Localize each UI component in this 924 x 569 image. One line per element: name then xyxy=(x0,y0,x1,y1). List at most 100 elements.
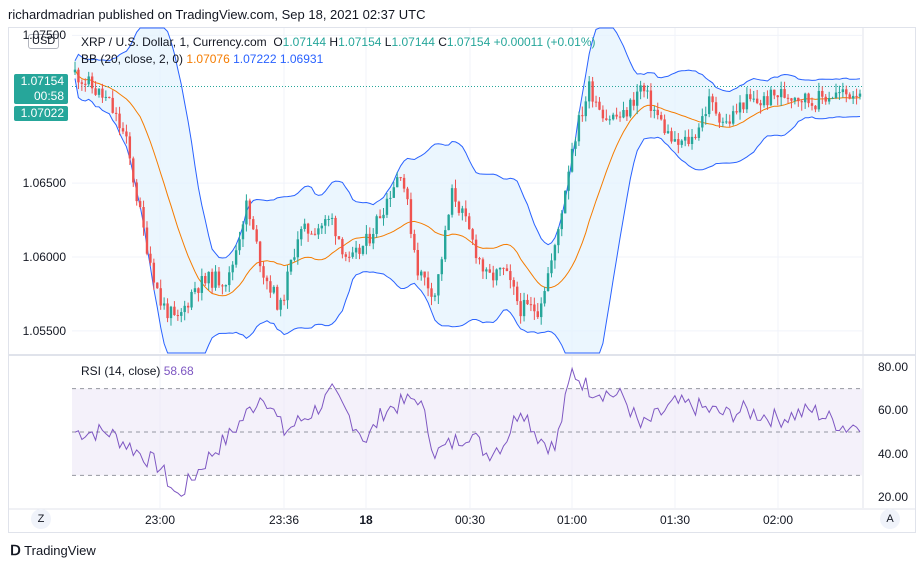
price-tick-label: 1.05500 xyxy=(22,323,66,338)
candle-body xyxy=(622,110,625,118)
bb-basis-line xyxy=(74,69,861,297)
rsi-tick-label: 60.00 xyxy=(877,403,908,418)
rsi-label: RSI (14, close) xyxy=(81,364,161,378)
candle xyxy=(87,71,90,87)
rsi-legend[interactable]: RSI (14, close) 58.68 xyxy=(81,364,194,378)
candle xyxy=(166,298,169,323)
candle xyxy=(745,87,749,114)
candle-body xyxy=(234,250,238,265)
candle-body xyxy=(176,315,180,317)
candle xyxy=(372,228,375,250)
candle xyxy=(289,259,293,275)
candle-body xyxy=(783,89,786,98)
candle-body xyxy=(635,91,639,106)
candle-body xyxy=(114,112,118,114)
candle-body xyxy=(831,97,834,99)
candle-body xyxy=(632,99,635,106)
candle-body xyxy=(269,281,272,293)
candle xyxy=(368,227,372,247)
candle xyxy=(402,174,406,193)
candle-body xyxy=(697,127,701,138)
candle xyxy=(180,308,183,323)
candle-body xyxy=(392,187,395,198)
candle-body xyxy=(262,266,265,278)
candle-body xyxy=(563,190,567,214)
symbol-title[interactable]: XRP / U.S. Dollar, 1, Currency.com xyxy=(81,35,267,49)
candle-body xyxy=(313,233,317,235)
candle xyxy=(265,275,269,290)
candle-body xyxy=(365,233,368,246)
candle xyxy=(272,285,276,295)
candle-body xyxy=(845,89,848,95)
candle-body xyxy=(375,216,378,234)
candle-body xyxy=(111,97,114,113)
candle xyxy=(186,302,190,314)
candle xyxy=(495,268,498,286)
candle xyxy=(725,113,728,124)
candle xyxy=(677,133,680,154)
candle xyxy=(358,243,361,260)
candle-body xyxy=(149,253,152,263)
candle-body xyxy=(406,188,409,200)
candle-body xyxy=(629,99,632,117)
bb-legend[interactable]: BB (20, close, 2, 0) 1.07076 1.07222 1.0… xyxy=(81,52,323,66)
candle xyxy=(111,90,114,114)
candle xyxy=(557,227,560,254)
candle-body xyxy=(317,228,320,235)
candle-body xyxy=(574,141,577,149)
candle xyxy=(108,96,111,99)
candle-body xyxy=(80,82,84,84)
candle-body xyxy=(84,83,87,85)
zoom-button[interactable]: Z xyxy=(31,509,51,529)
candle-body xyxy=(807,93,810,104)
candle xyxy=(824,94,827,105)
candle xyxy=(406,186,409,206)
candle xyxy=(755,89,759,105)
candle-body xyxy=(166,303,169,319)
candle-body xyxy=(351,252,354,257)
candle xyxy=(485,267,488,280)
candle-body xyxy=(142,207,145,228)
candle xyxy=(546,266,550,292)
candle-body xyxy=(464,208,467,217)
candle-body xyxy=(152,262,156,283)
candle-body xyxy=(416,249,419,276)
candle xyxy=(224,284,228,292)
candle xyxy=(776,95,779,106)
auto-scale-button[interactable]: A xyxy=(880,509,900,529)
pane-divider[interactable] xyxy=(9,354,915,356)
candle-body xyxy=(550,260,553,274)
chart-frame[interactable] xyxy=(8,27,916,533)
candle-body xyxy=(742,102,745,110)
candle-body xyxy=(776,95,779,98)
candle-body xyxy=(471,229,474,240)
candle-body xyxy=(827,98,831,102)
candle xyxy=(701,108,704,132)
candle-body xyxy=(773,89,776,96)
candle-body xyxy=(608,119,611,121)
candle-body xyxy=(382,214,385,219)
candle xyxy=(827,91,831,105)
candle xyxy=(149,246,152,266)
candle-body xyxy=(358,247,361,254)
candle-body xyxy=(423,271,426,278)
candle xyxy=(461,205,464,221)
candle xyxy=(241,221,245,248)
candle xyxy=(471,227,474,245)
candle xyxy=(430,282,433,306)
candle xyxy=(306,222,310,242)
candle-body xyxy=(474,239,478,259)
candle xyxy=(762,92,766,108)
candle xyxy=(440,256,443,281)
candle-body xyxy=(714,102,718,114)
candle-body xyxy=(779,89,783,98)
candle xyxy=(574,137,577,157)
candle xyxy=(536,303,539,319)
candle xyxy=(190,289,193,311)
candle xyxy=(348,251,351,263)
tradingview-logo[interactable]: 𝖣 TradingView xyxy=(10,542,96,558)
candle xyxy=(231,261,234,281)
candle xyxy=(478,256,481,265)
candle xyxy=(533,297,536,320)
